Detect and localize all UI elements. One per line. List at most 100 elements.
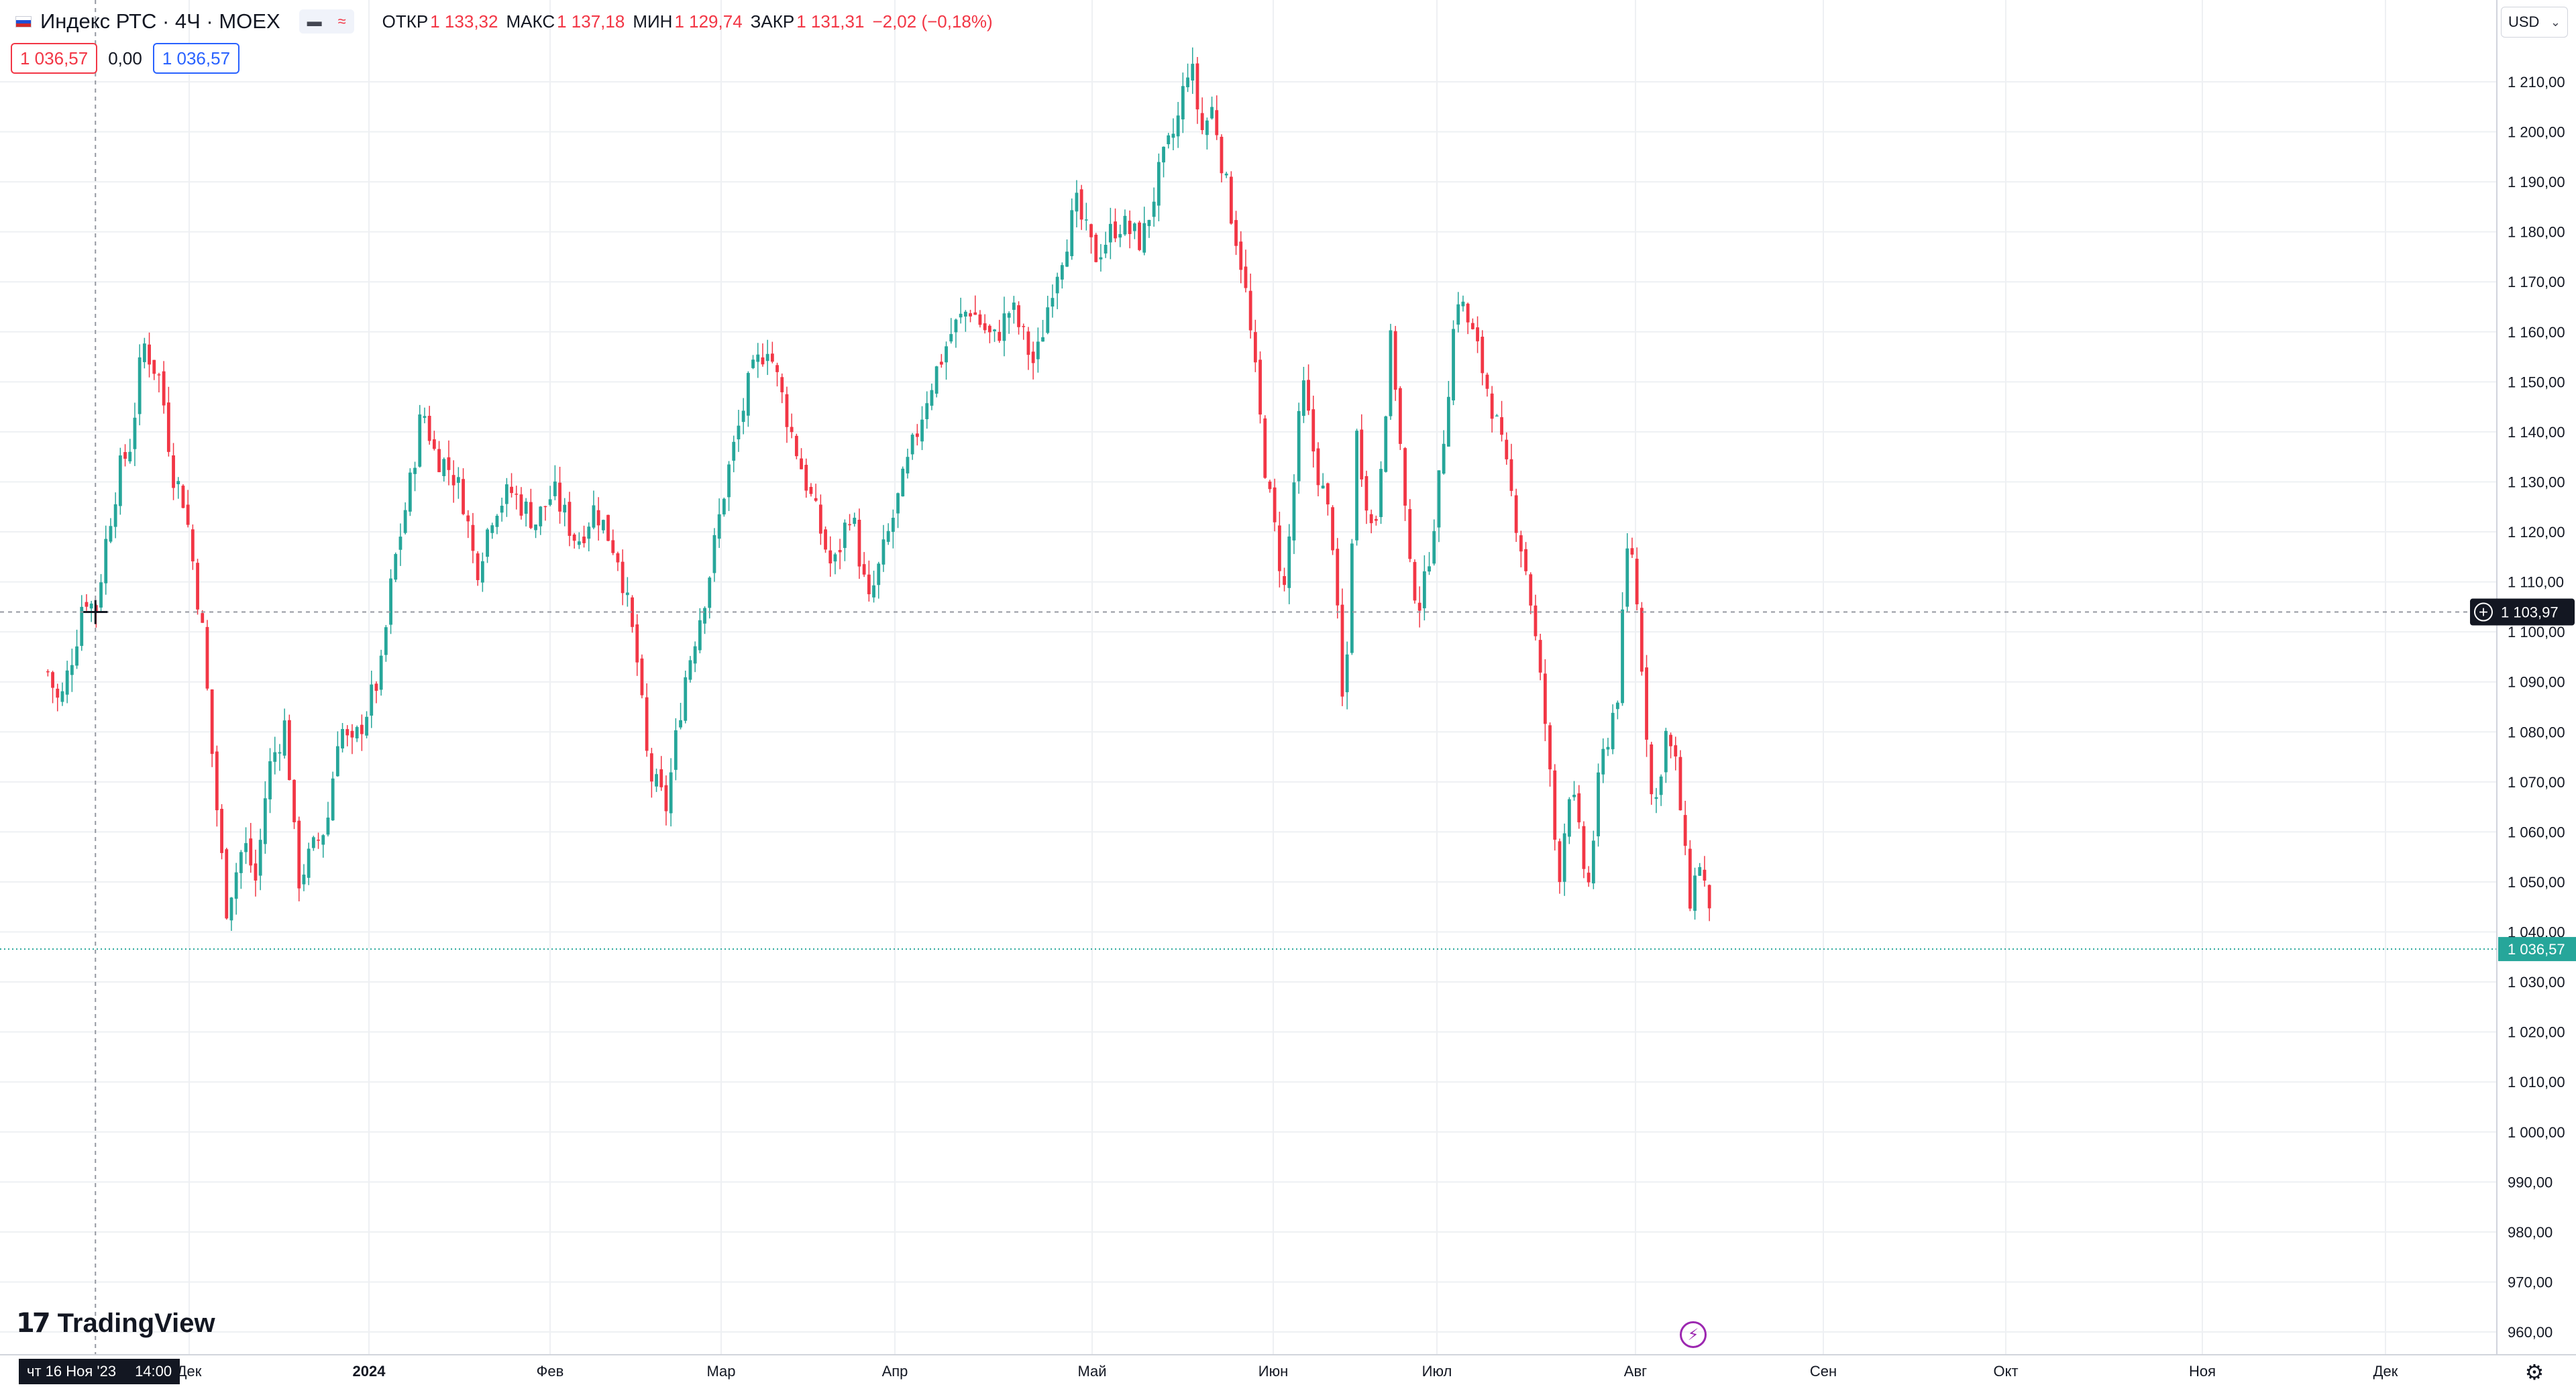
candle-body — [1200, 113, 1204, 130]
candle-body — [756, 354, 760, 362]
time-tick-label: Окт — [1993, 1363, 2018, 1380]
candle-body — [939, 361, 943, 365]
candle-body — [1017, 305, 1020, 327]
candle-body — [486, 529, 489, 557]
tradingview-logo[interactable]: 17 TradingView — [16, 1308, 215, 1339]
lightning-icon[interactable]: ⚡ — [1680, 1321, 1707, 1348]
candle-body — [471, 524, 475, 551]
candle-body — [1635, 559, 1639, 605]
candle-body — [635, 624, 639, 663]
crosshair-price-label: 1 103,97 — [2501, 604, 2559, 621]
candle-body — [1393, 331, 1397, 390]
candle-body — [282, 720, 286, 756]
candle-body — [1108, 223, 1112, 243]
price-tick-label: 1 190,00 — [2508, 174, 2565, 190]
candle-body — [1142, 223, 1146, 253]
candle-body — [1022, 326, 1026, 327]
candle-body — [1114, 221, 1117, 239]
candle-body — [877, 563, 881, 585]
candle-body — [1132, 223, 1136, 231]
currency-select[interactable]: USD ⌄ — [2501, 7, 2568, 38]
symbol-legend: Индекс РТС · 4Ч · MOEX ▬ ≈ ОТКР 1 133,32 … — [12, 7, 993, 36]
candle-body — [1500, 417, 1503, 435]
candle-body — [688, 660, 692, 680]
candle-body — [1364, 476, 1368, 511]
candle-body — [480, 561, 484, 583]
candle-body — [278, 752, 282, 754]
candle-body — [1640, 608, 1644, 672]
candle-body — [1167, 135, 1171, 145]
candle-body — [70, 665, 74, 675]
candle-body — [210, 689, 214, 755]
symbol-title[interactable]: Индекс РТС · 4Ч · MOEX — [40, 9, 280, 33]
candle-body — [1485, 374, 1489, 389]
candle-body — [1466, 303, 1470, 323]
trade-panel: 1 036,57 0,00 1 036,57 — [11, 43, 240, 74]
candle-body — [1659, 776, 1663, 795]
candle-body — [292, 779, 296, 823]
candle-body — [751, 359, 755, 368]
candle-body — [945, 346, 948, 363]
sell-button[interactable]: 1 036,57 — [11, 43, 98, 74]
candle-body — [529, 502, 533, 528]
candle-body — [1693, 875, 1697, 911]
candle-body — [616, 553, 620, 563]
candle-body — [775, 365, 779, 372]
candle-body — [703, 608, 706, 624]
candle-body — [1505, 439, 1509, 459]
candle-body — [954, 319, 958, 333]
candle-body — [389, 578, 392, 625]
candle-body — [1389, 330, 1393, 416]
candle-body — [128, 451, 132, 461]
candle-body — [1307, 380, 1310, 411]
candle-body — [254, 863, 258, 881]
candle-body — [1698, 867, 1702, 876]
candle-body — [649, 753, 653, 782]
candle-body — [794, 435, 798, 457]
price-tick-label: 960,00 — [2508, 1324, 2553, 1341]
candle-body — [1707, 885, 1711, 909]
price-tick-label: 980,00 — [2508, 1224, 2553, 1241]
candle-body — [1548, 725, 1552, 770]
candle-body — [582, 537, 586, 543]
candle-body — [1176, 115, 1180, 137]
candle-body — [398, 537, 402, 550]
candle-body — [138, 357, 142, 414]
candle-body — [51, 672, 54, 688]
candle-body — [896, 493, 900, 514]
candle-body — [978, 314, 982, 325]
candle-body — [606, 514, 610, 541]
candle-body — [1239, 241, 1243, 270]
time-tick-label: Дек — [177, 1363, 202, 1380]
time-tick-label: Фев — [537, 1363, 564, 1380]
price-tick-label: 1 060,00 — [2508, 824, 2565, 840]
candle-body — [1292, 482, 1296, 541]
buy-button[interactable]: 1 036,57 — [152, 43, 240, 74]
candle-body — [901, 468, 905, 497]
candle-body — [741, 410, 745, 423]
candle-body — [872, 585, 875, 598]
candle-body — [1558, 841, 1562, 883]
candle-body — [1664, 730, 1668, 773]
candle-body — [1152, 201, 1156, 217]
candle-body — [698, 620, 702, 651]
candle-body — [1379, 469, 1383, 517]
close-value: 1 131,31 — [796, 11, 865, 32]
candle-body — [1283, 576, 1286, 585]
candle-body — [838, 550, 842, 553]
candle-body — [1374, 518, 1378, 521]
price-tick-label: 1 180,00 — [2508, 224, 2565, 241]
price-tick-label: 990,00 — [2508, 1174, 2553, 1190]
close-label: ЗАКР — [750, 11, 795, 32]
crosshair-time-day: чт 16 Ноя '23 — [27, 1363, 117, 1380]
legend-toggle-button[interactable]: ▬ ≈ — [299, 9, 354, 34]
candle-body — [1688, 848, 1692, 909]
candle-body — [1562, 833, 1566, 882]
candle-body — [152, 359, 156, 374]
gear-icon[interactable]: ⚙ — [2524, 1360, 2544, 1384]
candle-body — [1258, 359, 1262, 415]
candle-body — [510, 486, 513, 494]
candle-body — [1597, 772, 1600, 836]
candle-body — [1191, 64, 1195, 81]
